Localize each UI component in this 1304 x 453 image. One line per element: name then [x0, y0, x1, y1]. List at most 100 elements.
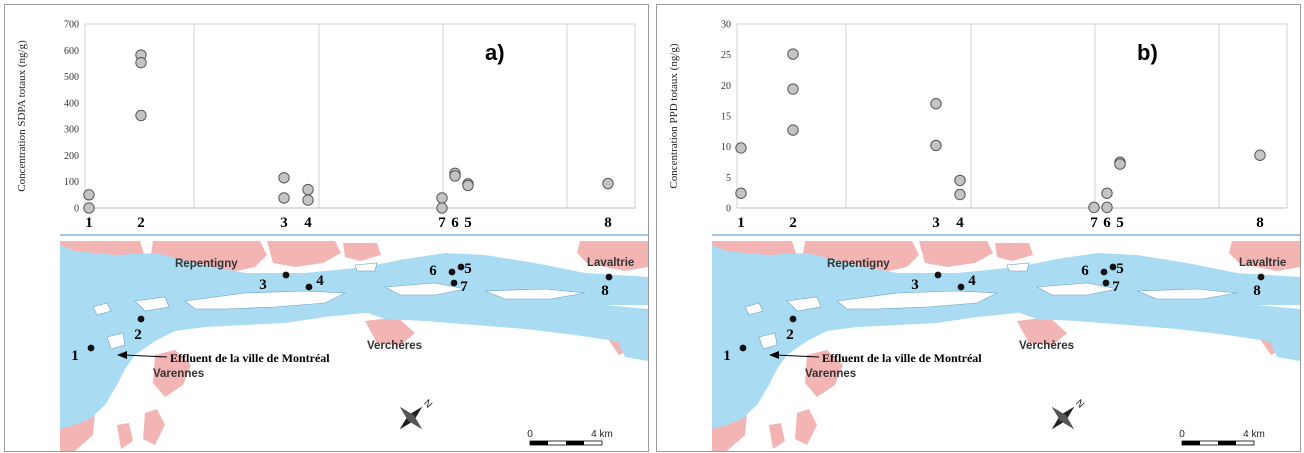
- chart-b-y-label: Concentration PPD totaux (ng/g): [668, 43, 680, 188]
- y-tick-label: 5: [726, 173, 731, 184]
- compass-needle-horizontal: [399, 406, 423, 430]
- map-site-label-1: 1: [723, 348, 731, 364]
- data-point: [302, 183, 314, 196]
- data-point: [1088, 201, 1100, 214]
- map-site-3: [934, 271, 942, 279]
- compass-needle-horizontal: [1051, 406, 1075, 430]
- data-point: [1114, 158, 1126, 170]
- y-tick-label: 0: [726, 204, 731, 215]
- river-south-channel: [345, 295, 648, 345]
- map-site-label-3: 3: [259, 277, 267, 293]
- urban-area: [143, 409, 165, 445]
- data-point: [602, 177, 614, 190]
- river-east-arm: [1267, 331, 1300, 361]
- map-site-1: [739, 344, 747, 352]
- y-tick-label: 400: [64, 98, 79, 109]
- town-repentigny: Repentigny: [827, 258, 890, 270]
- map-site-3: [282, 271, 290, 279]
- island: [1006, 262, 1030, 272]
- effluent-arrow-line: [122, 354, 168, 358]
- island: [786, 296, 822, 312]
- map-a-islands: [92, 262, 586, 350]
- chart-a-grid: [84, 23, 636, 208]
- scale-label-end: 4 km: [1243, 429, 1265, 440]
- data-point: [135, 56, 147, 69]
- y-tick-label: 700: [64, 20, 79, 31]
- scale-label-zero: 0: [527, 429, 533, 440]
- map-site-6: [1100, 268, 1108, 276]
- island: [484, 288, 586, 300]
- urban-area: [267, 241, 341, 267]
- chart-a: 0 100 200 300 400 500 600 700 Concentration SDP…: [16, 20, 636, 231]
- site-label-8: 8: [1256, 215, 1264, 231]
- effluent-arrow-head: [769, 351, 779, 359]
- map-site-label-5: 5: [464, 261, 472, 277]
- chart-b-y-ticks: 0 5 10 15 20 25 30: [721, 20, 731, 215]
- map-site-2: [137, 315, 145, 323]
- site-label-7: 7: [1090, 215, 1098, 231]
- island: [383, 282, 466, 296]
- y-tick-label: 25: [721, 50, 731, 61]
- site-label-3: 3: [932, 215, 940, 231]
- map-site-4: [305, 283, 313, 291]
- data-point: [1101, 201, 1113, 214]
- urban-area: [805, 350, 843, 397]
- town-varennes: Varennes: [153, 368, 204, 380]
- map-site-1: [87, 344, 95, 352]
- map-site-label-5: 5: [1116, 261, 1124, 277]
- map-site-8: [1257, 273, 1265, 281]
- chart-b-panel-label: b): [1137, 40, 1158, 65]
- map-site-8: [605, 273, 613, 281]
- map-site-label-8: 8: [1253, 283, 1261, 299]
- island: [836, 290, 999, 310]
- panel-a-svg: 0 100 200 300 400 500 600 700 Concentration SDP…: [5, 20, 648, 451]
- y-tick-label: 300: [64, 125, 79, 136]
- urban-area: [995, 243, 1033, 261]
- scale-bar-segment: [1218, 441, 1236, 445]
- town-lavaltrie: Lavaltrie: [1239, 257, 1286, 269]
- site-label-5: 5: [1116, 215, 1124, 231]
- site-label-5: 5: [464, 215, 472, 231]
- scale-label-zero: 0: [1179, 429, 1185, 440]
- y-tick-label: 0: [74, 204, 79, 215]
- y-tick-label: 200: [64, 151, 79, 162]
- chart-a-panel-label: a): [485, 40, 505, 65]
- y-tick-label: 15: [721, 112, 731, 123]
- urban-area: [919, 241, 993, 267]
- data-point: [787, 83, 799, 95]
- data-point: [278, 172, 290, 184]
- map-site-label-7: 7: [1112, 279, 1120, 295]
- map-site-label-4: 4: [316, 273, 324, 289]
- scale-bar-segment: [530, 441, 548, 445]
- data-point: [436, 192, 448, 204]
- map-site-7: [450, 279, 458, 287]
- island: [354, 262, 378, 272]
- island: [744, 302, 764, 316]
- town-vercheres: Verchères: [367, 340, 422, 352]
- data-point: [787, 48, 799, 60]
- y-tick-label: 600: [64, 46, 79, 57]
- map-site-label-2: 2: [134, 327, 142, 343]
- map-site-label-3: 3: [911, 277, 919, 293]
- data-point: [436, 202, 448, 214]
- chart-b-points: [735, 48, 1266, 214]
- island: [134, 296, 170, 312]
- map-site-label-6: 6: [429, 263, 437, 279]
- site-label-2: 2: [789, 215, 797, 231]
- map-site-7: [1102, 279, 1110, 287]
- map-site-label-6: 6: [1081, 263, 1089, 279]
- y-tick-label: 20: [721, 81, 731, 92]
- urban-area: [343, 243, 381, 261]
- data-point: [278, 192, 290, 204]
- panel-a: 0 100 200 300 400 500 600 700 Concentration SDP…: [4, 4, 649, 452]
- urban-area: [365, 317, 415, 345]
- map-site-6: [448, 268, 456, 276]
- map-b-sites: 1 2 3 4 5 6 7 8: [723, 261, 1265, 364]
- town-varennes: Varennes: [805, 368, 856, 380]
- river-east-arm: [615, 331, 648, 361]
- river-south-channel: [997, 295, 1300, 345]
- island: [92, 302, 112, 316]
